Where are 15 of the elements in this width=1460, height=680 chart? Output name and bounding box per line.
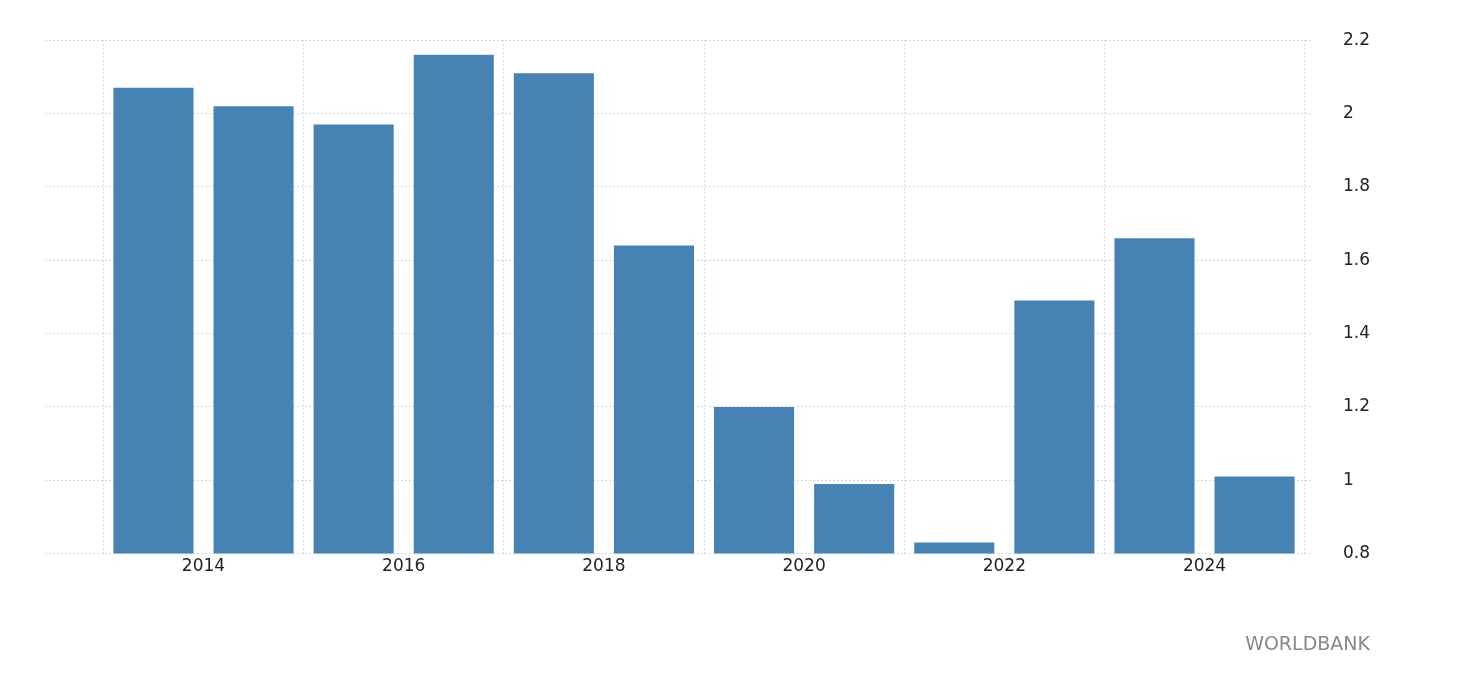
y-tick-label: 1.4	[1342, 321, 1371, 342]
x-tick-label: 2018	[582, 555, 626, 576]
x-tick-label: 2022	[982, 555, 1026, 576]
y-tick-label: 0.8	[1342, 542, 1371, 563]
x-tick-label: 2020	[782, 555, 826, 576]
text: WORLDBANK	[1245, 631, 1371, 654]
y-tick-label: 2.2	[1342, 28, 1371, 49]
y-tick-label: 1.6	[1342, 248, 1371, 269]
x-tick-label: 2016	[382, 555, 426, 576]
y-tick-label: 2	[1342, 101, 1354, 122]
y-tick-label: 1.8	[1342, 175, 1371, 196]
y-tick-label: 1	[1342, 468, 1354, 489]
y-tick-label: 1.2	[1342, 395, 1371, 416]
x-tick-label: 2024	[1182, 555, 1227, 576]
x-tick-label: 2014	[181, 555, 226, 576]
